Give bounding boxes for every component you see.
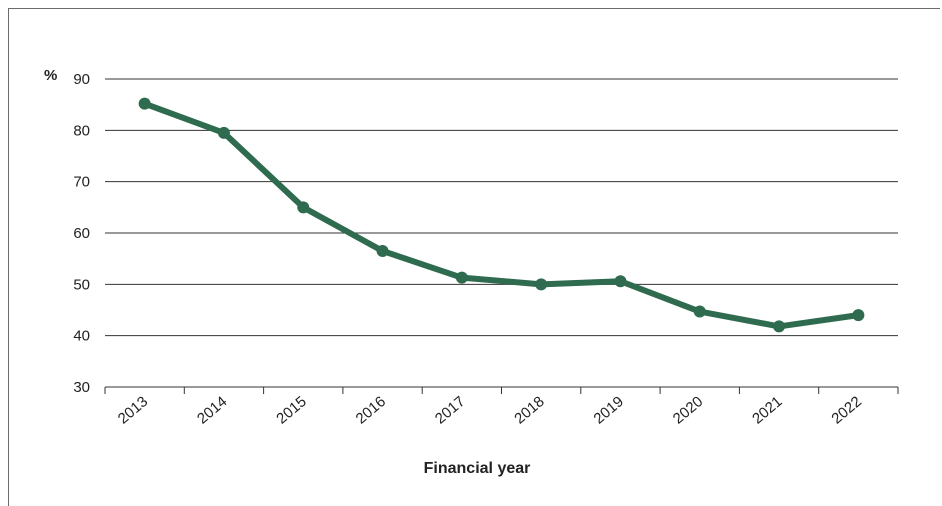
x-axis-title: Financial year: [424, 460, 531, 477]
y-tick-label: 30: [73, 379, 90, 396]
data-point: [297, 201, 310, 214]
data-point: [217, 126, 230, 139]
data-point: [773, 320, 786, 333]
frame-top-border: [8, 8, 940, 9]
data-point: [455, 271, 468, 284]
y-tick-label: 60: [73, 225, 90, 242]
x-tick-label: 2020: [670, 393, 706, 427]
data-point: [138, 97, 151, 110]
x-tick-label: 2019: [591, 393, 627, 427]
x-tick-label: 2021: [749, 393, 785, 427]
frame-left-border: [8, 8, 9, 506]
data-point: [852, 309, 865, 322]
x-tick-label: 2015: [273, 393, 309, 427]
y-tick-label: 40: [73, 328, 90, 345]
data-point: [535, 278, 548, 291]
x-axis: 2013 2014 2015 2016 2017 2018 2019 2020 2021 2022: [104, 386, 899, 428]
data-point: [376, 244, 389, 257]
y-tick-label: 80: [73, 122, 90, 139]
x-tick-label: 2014: [194, 393, 230, 427]
x-tick-label: 2022: [828, 393, 864, 427]
y-tick-label: 90: [73, 71, 90, 88]
series-layer: [138, 97, 865, 333]
x-tick-label: 2017: [432, 393, 468, 427]
y-tick-label: 50: [73, 276, 90, 293]
y-tick-label: 70: [73, 174, 90, 191]
series-line: [141, 100, 862, 330]
y-tick-labels: 30 40 50 60 70 80 90: [73, 71, 90, 396]
x-tick-label: 2016: [353, 393, 389, 427]
x-tick-label: 2018: [511, 393, 547, 427]
x-tick-label: 2013: [115, 393, 151, 427]
gridlines: [105, 78, 898, 337]
data-point: [614, 275, 627, 288]
data-point: [693, 305, 706, 318]
y-unit-label: %: [44, 67, 57, 84]
